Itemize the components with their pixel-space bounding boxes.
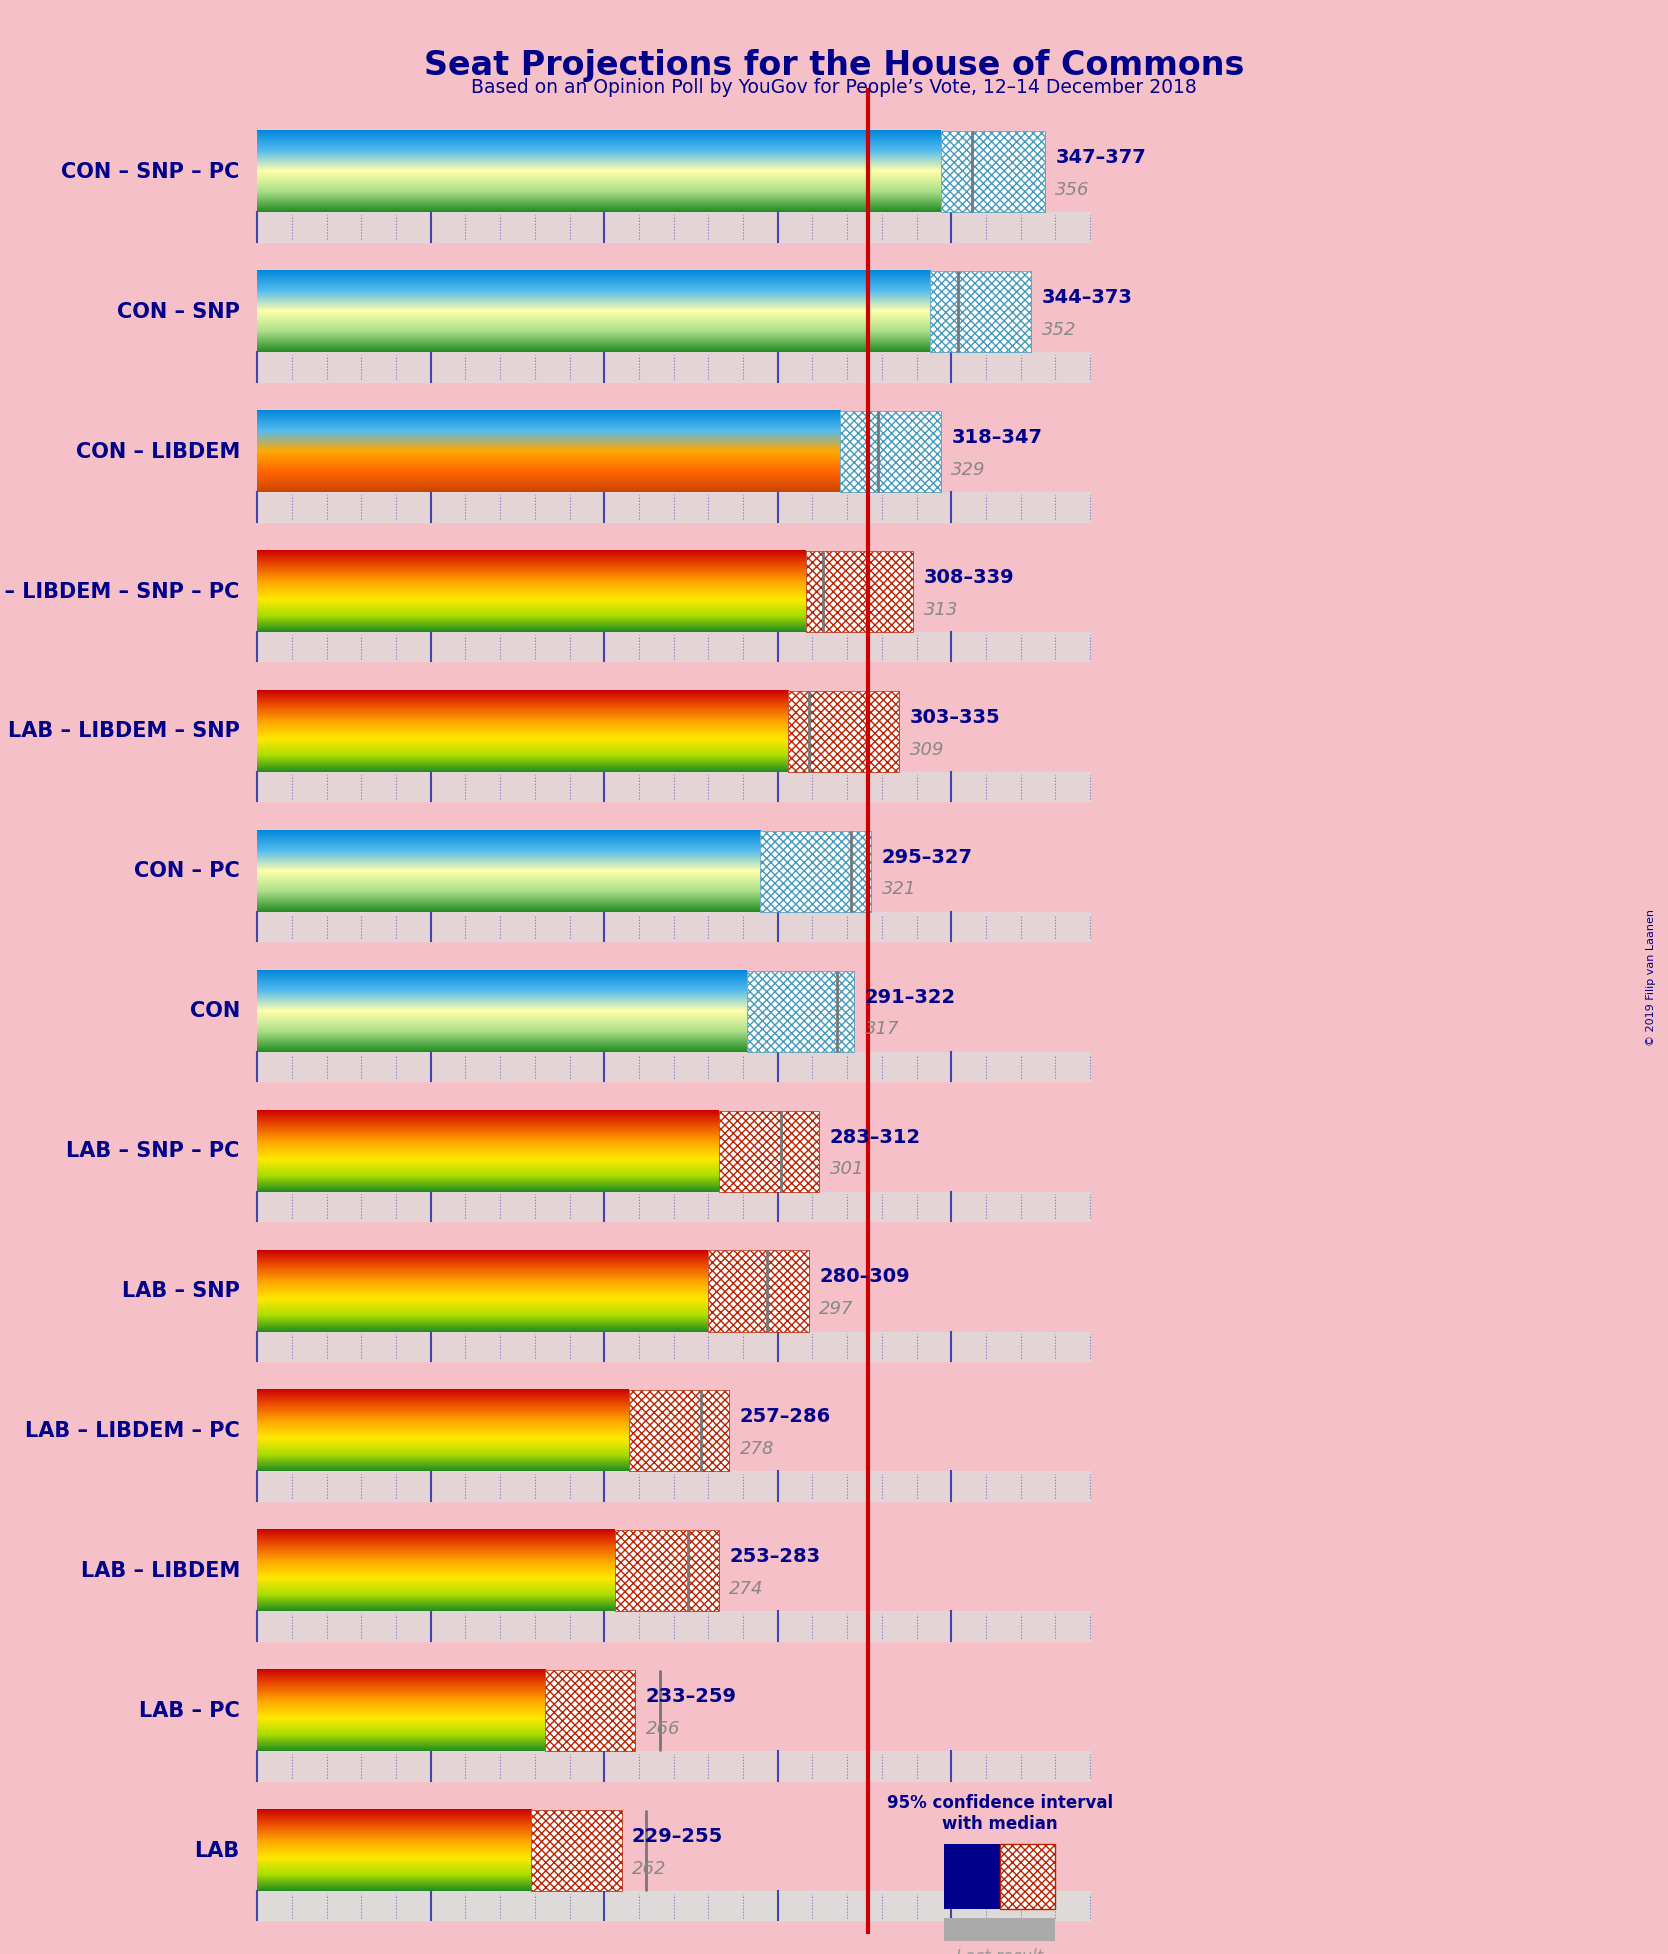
Text: LAB – LIBDEM – SNP: LAB – LIBDEM – SNP — [8, 721, 240, 741]
Text: 318–347: 318–347 — [951, 428, 1042, 447]
Text: 295–327: 295–327 — [882, 848, 972, 868]
Text: 352: 352 — [1041, 320, 1076, 338]
Bar — [709, 1251, 809, 1331]
Bar — [719, 1110, 819, 1192]
Bar — [941, 131, 1044, 213]
Bar — [545, 1671, 636, 1751]
Bar — [944, 1845, 999, 1909]
Text: 344–373: 344–373 — [1041, 289, 1133, 307]
Bar — [761, 830, 871, 913]
Bar — [709, 1251, 809, 1331]
Text: CON – PC: CON – PC — [133, 862, 240, 881]
Text: LAB – SNP – PC: LAB – SNP – PC — [67, 1141, 240, 1161]
Bar — [532, 1809, 622, 1891]
Text: 301: 301 — [829, 1161, 864, 1178]
Bar — [931, 272, 1031, 352]
Text: CON: CON — [190, 1000, 240, 1022]
Text: 280–309: 280–309 — [819, 1268, 911, 1286]
Text: Seat Projections for the House of Commons: Seat Projections for the House of Common… — [424, 49, 1244, 82]
Text: © 2019 Filip van Laanen: © 2019 Filip van Laanen — [1646, 909, 1656, 1045]
Text: 297: 297 — [819, 1299, 854, 1319]
Text: Based on an Opinion Poll by YouGov for People’s Vote, 12–14 December 2018: Based on an Opinion Poll by YouGov for P… — [470, 78, 1198, 98]
Bar — [747, 971, 854, 1051]
Text: 95% confidence interval
with median: 95% confidence interval with median — [887, 1794, 1113, 1833]
Bar — [614, 1530, 719, 1612]
Text: LAB – SNP: LAB – SNP — [122, 1282, 240, 1301]
Text: 283–312: 283–312 — [829, 1127, 921, 1147]
Bar — [629, 1391, 729, 1471]
Bar — [941, 131, 1044, 213]
Bar — [806, 551, 912, 631]
Text: 278: 278 — [739, 1440, 774, 1458]
Bar — [614, 1530, 719, 1612]
Bar — [931, 272, 1031, 352]
Bar — [761, 830, 871, 913]
Bar — [545, 1671, 636, 1751]
Bar — [841, 410, 941, 492]
Text: CON – LIBDEM: CON – LIBDEM — [75, 442, 240, 461]
Bar — [532, 1809, 622, 1891]
Bar — [719, 1110, 819, 1192]
Text: 291–322: 291–322 — [864, 987, 956, 1006]
Text: 257–286: 257–286 — [739, 1407, 831, 1426]
Bar — [841, 410, 941, 492]
Bar — [747, 971, 854, 1051]
Text: LAB: LAB — [195, 1841, 240, 1860]
Text: 329: 329 — [951, 461, 986, 479]
Text: 309: 309 — [909, 741, 944, 758]
Text: 303–335: 303–335 — [909, 707, 1001, 727]
Text: 321: 321 — [882, 881, 916, 899]
Bar — [789, 692, 899, 772]
Text: LAB – LIBDEM – PC: LAB – LIBDEM – PC — [25, 1421, 240, 1440]
Bar — [789, 692, 899, 772]
Text: 317: 317 — [864, 1020, 899, 1038]
Text: 313: 313 — [924, 600, 957, 619]
Bar — [999, 1845, 1056, 1909]
Text: 347–377: 347–377 — [1056, 149, 1146, 168]
Text: CON – SNP: CON – SNP — [117, 301, 240, 322]
Text: 233–259: 233–259 — [646, 1686, 737, 1706]
Text: LAB – PC: LAB – PC — [138, 1700, 240, 1721]
Bar — [629, 1391, 729, 1471]
Text: Last result: Last result — [956, 1948, 1044, 1954]
Text: 274: 274 — [729, 1581, 764, 1598]
Text: 253–283: 253–283 — [729, 1548, 821, 1567]
Text: 262: 262 — [632, 1860, 667, 1878]
Bar — [944, 1919, 1056, 1940]
Bar — [806, 551, 912, 631]
Text: LAB – LIBDEM – SNP – PC: LAB – LIBDEM – SNP – PC — [0, 582, 240, 602]
Text: CON – SNP – PC: CON – SNP – PC — [62, 162, 240, 182]
Text: 266: 266 — [646, 1720, 681, 1737]
Text: LAB – LIBDEM: LAB – LIBDEM — [80, 1561, 240, 1581]
Text: 308–339: 308–339 — [924, 569, 1014, 586]
Text: 229–255: 229–255 — [632, 1827, 724, 1847]
Text: 356: 356 — [1056, 182, 1089, 199]
